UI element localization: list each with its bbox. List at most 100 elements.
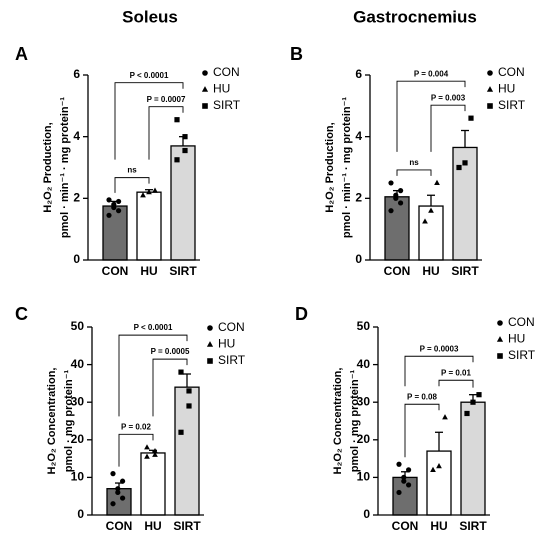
bar (170, 145, 196, 261)
significance-label: P = 0.01 (441, 368, 471, 377)
significance-bracket (118, 334, 188, 417)
y-tick-label: 50 (71, 319, 85, 333)
point (110, 471, 116, 477)
point (462, 160, 468, 166)
y-axis-label: pmol · min⁻¹ · mg protein⁻¹ (59, 97, 71, 238)
point (398, 200, 404, 206)
legend-marker (487, 70, 493, 76)
point (120, 495, 126, 501)
point (396, 461, 402, 467)
point (178, 429, 184, 435)
legend-marker (207, 358, 213, 364)
significance-bracket (396, 80, 466, 152)
panel-letter: B (290, 44, 303, 64)
x-tick-label: CON (384, 264, 411, 278)
bar (426, 450, 452, 516)
significance-label: P = 0.004 (414, 69, 449, 78)
y-tick-label: 0 (73, 252, 80, 266)
x-tick-label: CON (102, 264, 129, 278)
significance-bracket (404, 355, 474, 387)
legend-label: CON (213, 65, 240, 79)
point (174, 117, 180, 123)
point (120, 478, 126, 484)
point (406, 467, 412, 473)
y-tick-label: 4 (355, 129, 362, 143)
y-axis-label: H₂O₂ Production, (324, 122, 336, 212)
significance-bracket (430, 104, 466, 152)
point (388, 180, 394, 186)
x-tick-label: SIRT (173, 519, 201, 533)
significance-label: P = 0.0005 (151, 347, 190, 356)
y-axis-label: pmol · mg protein⁻¹ (349, 369, 361, 472)
point (144, 444, 150, 450)
point (436, 463, 442, 469)
bar (136, 191, 162, 261)
bar (460, 401, 486, 516)
y-tick-label: 0 (355, 252, 362, 266)
significance-label: P = 0.0003 (420, 344, 459, 353)
bar (418, 205, 444, 261)
significance-bracket (114, 177, 150, 193)
point (106, 197, 112, 203)
y-tick-label: 30 (357, 394, 371, 408)
point (152, 451, 158, 457)
bar (392, 476, 418, 516)
significance-bracket (404, 403, 440, 458)
point (442, 414, 448, 420)
bar (102, 205, 128, 261)
y-tick-label: 30 (71, 394, 85, 408)
point (116, 208, 122, 214)
y-tick-label: 0 (363, 507, 370, 521)
point (144, 453, 150, 459)
point (174, 157, 180, 163)
significance-label: P = 0.003 (431, 93, 466, 102)
significance-label: P = 0.02 (121, 422, 151, 431)
legend-label: HU (218, 337, 235, 351)
error-bar (435, 431, 443, 452)
point (401, 474, 407, 480)
y-tick-label: 0 (77, 507, 84, 521)
legend-marker (206, 341, 214, 347)
x-tick-label: HU (140, 264, 157, 278)
point (398, 188, 404, 194)
point (110, 501, 116, 507)
legend-label: HU (498, 82, 515, 96)
x-tick-label: HU (430, 519, 447, 533)
legend-label: SIRT (213, 98, 241, 112)
significance-bracket (148, 106, 184, 160)
point (111, 201, 117, 208)
x-tick-label: SIRT (459, 519, 487, 533)
legend-label: CON (508, 315, 535, 329)
y-tick-label: 10 (71, 470, 85, 484)
legend-marker (497, 320, 503, 326)
point (422, 218, 428, 224)
point (396, 489, 402, 496)
point (106, 212, 112, 218)
bar (384, 196, 410, 261)
x-tick-label: CON (106, 519, 133, 533)
point (140, 192, 146, 198)
y-tick-label: 40 (357, 357, 371, 371)
y-tick-label: 6 (73, 67, 80, 81)
y-tick-label: 40 (71, 357, 85, 371)
legend-label: SIRT (498, 98, 526, 112)
point (468, 115, 474, 121)
error-bar (183, 373, 191, 388)
point (152, 447, 158, 454)
significance-label: P < 0.0001 (130, 71, 169, 80)
x-tick-label: CON (392, 519, 419, 533)
x-tick-label: HU (144, 519, 161, 533)
legend-marker (202, 70, 208, 76)
point (401, 478, 407, 484)
legend-marker (487, 103, 493, 109)
significance-bracket (118, 433, 154, 467)
legend-label: HU (508, 332, 525, 346)
point (186, 388, 192, 394)
significance-label: P < 0.0001 (134, 323, 173, 332)
legend-label: HU (213, 82, 230, 96)
y-tick-label: 20 (357, 432, 371, 446)
panel-letter: D (295, 304, 308, 324)
point (388, 208, 394, 214)
y-axis-label: pmol · mg protein⁻¹ (63, 369, 75, 472)
